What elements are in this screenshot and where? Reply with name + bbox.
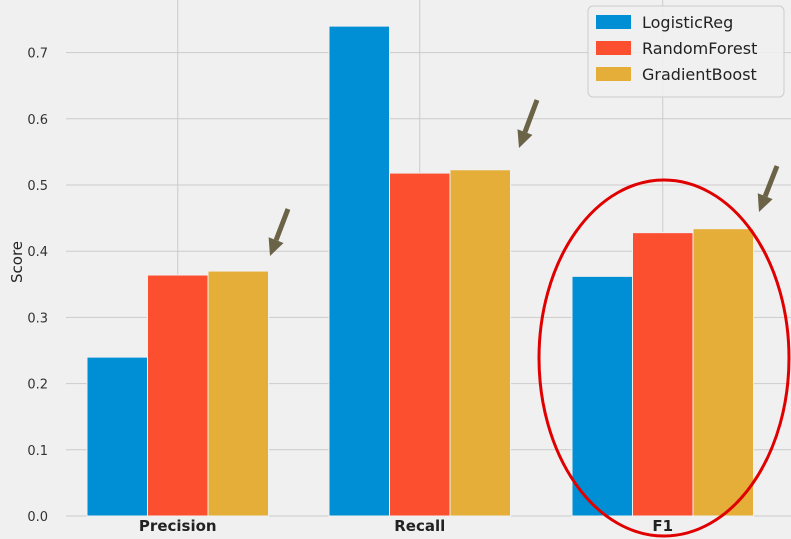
legend-swatch	[596, 15, 631, 29]
x-axis-ticks: Precision Recall F1	[139, 517, 673, 535]
bar-gradientboost-precision	[207, 270, 269, 517]
x-tick-label: Recall	[394, 517, 445, 535]
bars	[86, 25, 754, 517]
y-tick-label: 0.4	[27, 245, 48, 260]
annotation-arrow	[757, 165, 780, 212]
y-axis-ticks: 0.0 0.1 0.2 0.3 0.4 0.5 0.6 0.7	[27, 47, 48, 525]
legend-box	[587, 5, 785, 98]
bar-randomforest-recall	[389, 172, 451, 517]
x-tick-label: F1	[652, 517, 673, 535]
annotations	[268, 99, 791, 538]
bar-gradientboost-f1	[692, 228, 754, 517]
bar-logisticreg-f1	[571, 275, 633, 517]
x-tick-label: Precision	[139, 517, 217, 535]
legend: LogisticReg RandomForest GradientBoost	[587, 5, 785, 98]
bar-randomforest-f1	[632, 232, 694, 517]
y-tick-label: 0.5	[27, 179, 48, 194]
bar-randomforest-precision	[147, 274, 209, 517]
bar-gradientboost-recall	[449, 169, 511, 517]
y-axis-label: Score	[8, 241, 26, 283]
y-tick-label: 0.7	[27, 47, 48, 62]
y-tick-label: 0.0	[27, 510, 48, 525]
annotation-arrow	[268, 208, 291, 256]
y-tick-label: 0.2	[27, 378, 48, 393]
legend-entry: GradientBoost	[642, 65, 757, 84]
y-tick-label: 0.6	[27, 113, 48, 128]
y-tick-label: 0.1	[27, 444, 48, 459]
legend-swatch	[596, 41, 631, 55]
legend-swatch	[596, 67, 631, 81]
legend-entry: RandomForest	[642, 39, 757, 58]
bar-logisticreg-precision	[86, 356, 148, 517]
f1-highlight-ellipse	[537, 178, 791, 538]
annotation-arrow	[517, 99, 540, 148]
y-tick-label: 0.3	[27, 311, 48, 326]
bar-logisticreg-recall	[328, 25, 390, 517]
legend-entry: LogisticReg	[642, 13, 733, 32]
